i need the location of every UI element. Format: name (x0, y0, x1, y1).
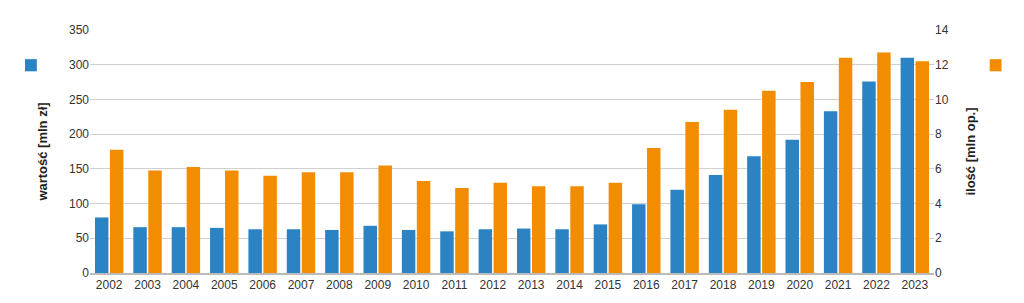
svg-text:2011: 2011 (442, 278, 468, 292)
svg-text:2007: 2007 (288, 278, 315, 292)
svg-text:6: 6 (935, 162, 942, 176)
svg-text:2021: 2021 (825, 278, 852, 292)
svg-text:8: 8 (935, 127, 942, 141)
svg-text:50: 50 (76, 231, 90, 245)
svg-text:2023: 2023 (901, 278, 928, 292)
svg-text:2018: 2018 (710, 278, 737, 292)
svg-text:2020: 2020 (786, 278, 813, 292)
svg-text:2005: 2005 (211, 278, 238, 292)
svg-text:2016: 2016 (633, 278, 660, 292)
svg-text:ilość [mln op.]: ilość [mln op.] (963, 107, 978, 195)
svg-text:2022: 2022 (863, 278, 890, 292)
svg-text:2012: 2012 (479, 278, 506, 292)
svg-text:2008: 2008 (326, 278, 353, 292)
svg-text:2010: 2010 (403, 278, 430, 292)
svg-text:14: 14 (935, 23, 949, 37)
svg-text:2004: 2004 (173, 278, 200, 292)
svg-text:100: 100 (69, 197, 89, 211)
svg-text:2013: 2013 (518, 278, 545, 292)
svg-text:2006: 2006 (249, 278, 276, 292)
svg-text:4: 4 (935, 197, 942, 211)
svg-text:2009: 2009 (364, 278, 391, 292)
svg-text:200: 200 (69, 127, 89, 141)
svg-text:2019: 2019 (748, 278, 775, 292)
svg-text:2003: 2003 (134, 278, 161, 292)
svg-text:2017: 2017 (671, 278, 698, 292)
svg-text:2015: 2015 (595, 278, 622, 292)
svg-text:12: 12 (935, 58, 949, 72)
svg-text:wartość [mln zł]: wartość [mln zł] (35, 102, 50, 201)
svg-text:300: 300 (69, 58, 89, 72)
svg-text:2002: 2002 (96, 278, 123, 292)
svg-text:0: 0 (935, 266, 942, 280)
svg-text:2014: 2014 (556, 278, 583, 292)
svg-text:10: 10 (935, 93, 949, 107)
svg-text:350: 350 (69, 23, 89, 37)
svg-text:0: 0 (82, 266, 89, 280)
svg-text:2: 2 (935, 231, 942, 245)
svg-text:150: 150 (69, 162, 89, 176)
svg-text:250: 250 (69, 93, 89, 107)
